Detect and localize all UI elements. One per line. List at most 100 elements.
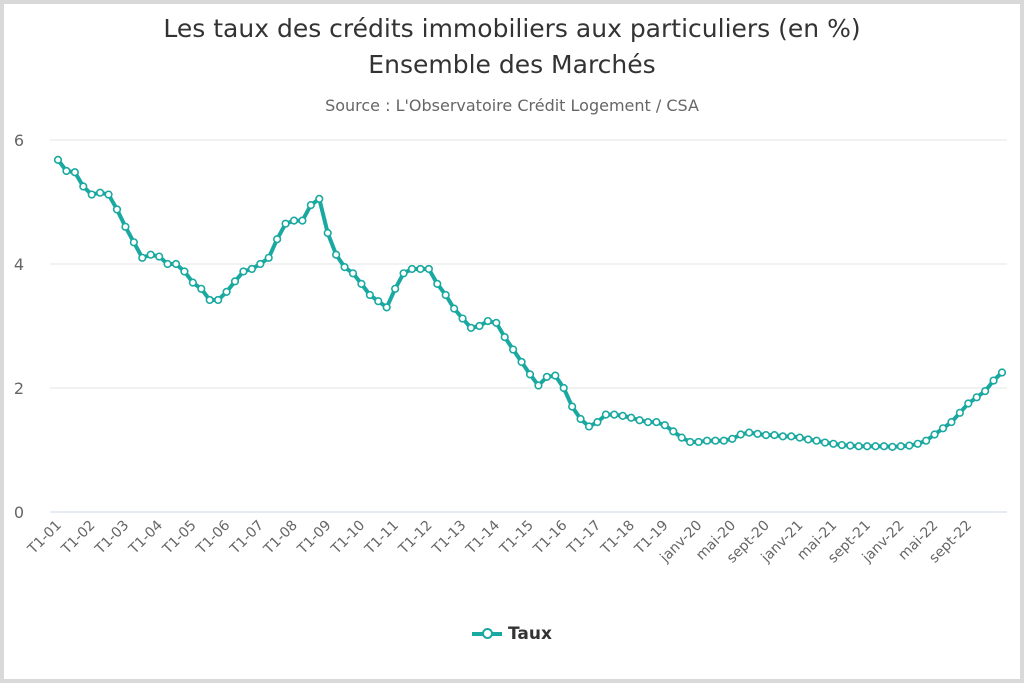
data-point [500, 333, 509, 342]
data-point [854, 442, 863, 451]
y-tick-label: 0 [14, 503, 24, 522]
chart-source: Source : L'Observatoire Crédit Logement … [325, 96, 699, 115]
data-point [795, 433, 804, 442]
data-point [281, 219, 290, 228]
x-tick-label: T1-17 [564, 518, 605, 559]
data-point [121, 222, 130, 231]
data-point [466, 323, 476, 332]
data-point [551, 371, 560, 380]
data-point [719, 436, 728, 445]
chart-title: Les taux des crédits immobiliers aux par… [163, 14, 861, 43]
x-tick-label: T1-06 [193, 517, 234, 558]
x-tick-label: T1-14 [463, 517, 504, 558]
legend-item-taux[interactable]: Taux [0, 624, 1024, 644]
data-point [306, 201, 315, 210]
data-point [180, 267, 189, 276]
data-point [205, 295, 214, 305]
data-point [820, 438, 830, 447]
data-point [812, 436, 821, 445]
data-point [214, 295, 223, 305]
data-point [525, 370, 535, 379]
data-point [340, 263, 349, 272]
data-point [517, 357, 526, 367]
data-point [660, 421, 669, 430]
legend-label: Taux [508, 624, 552, 644]
data-point [87, 190, 96, 199]
chart-subtitle: Ensemble des Marchés [368, 50, 656, 79]
data-point [416, 264, 425, 274]
data-point [618, 411, 627, 421]
data-point [694, 437, 703, 447]
data-point [778, 432, 787, 441]
data-point [348, 269, 358, 278]
data-point [829, 439, 838, 448]
data-point [677, 433, 686, 442]
data-point [273, 235, 282, 244]
x-tick-label: T1-15 [496, 518, 537, 559]
data-point [736, 430, 745, 439]
data-point [728, 434, 737, 443]
data-point [289, 216, 299, 225]
x-tick-label: T1-01 [24, 518, 65, 559]
x-tick-label: T1-12 [395, 518, 436, 559]
data-point [989, 376, 998, 385]
data-point [871, 442, 880, 451]
data-point [146, 250, 155, 259]
legend-line-marker-icon [472, 628, 503, 639]
data-point [863, 442, 872, 451]
data-point [997, 368, 1007, 377]
x-tick-label: T1-04 [125, 517, 166, 558]
data-point [702, 436, 712, 445]
data-point [601, 410, 610, 419]
data-point [804, 435, 813, 444]
data-point [239, 267, 248, 276]
x-tick-label: T1-18 [597, 518, 638, 559]
data-point [534, 381, 543, 390]
data-point [315, 194, 324, 203]
data-point [686, 437, 695, 447]
data-point [256, 259, 265, 269]
data-point [188, 278, 197, 287]
data-point [669, 427, 678, 436]
data-point [981, 387, 990, 396]
data-point [568, 402, 577, 411]
data-point [837, 440, 846, 450]
data-point [53, 155, 63, 164]
data-point [584, 422, 594, 431]
data-point [593, 418, 602, 427]
x-tick-label: T1-05 [159, 518, 200, 559]
data-point [104, 190, 113, 199]
data-point [559, 383, 568, 393]
x-tick-label: T1-10 [328, 518, 369, 559]
data-point [247, 264, 256, 274]
data-point [635, 416, 644, 425]
data-point [407, 264, 417, 274]
x-tick-label: T1-07 [227, 518, 268, 559]
data-point [955, 408, 964, 417]
data-point [222, 287, 231, 297]
x-tick-label: T1-08 [260, 518, 301, 559]
data-point [643, 418, 653, 427]
data-point [542, 372, 551, 381]
data-point [576, 414, 585, 424]
data-point [787, 432, 796, 441]
data-point [896, 442, 905, 451]
data-point [155, 252, 164, 261]
y-tick-label: 2 [14, 379, 24, 398]
y-tick-label: 6 [14, 131, 24, 150]
data-point [610, 410, 619, 419]
x-tick-label: T1-09 [294, 518, 335, 559]
data-point [332, 250, 341, 259]
data-point [230, 277, 240, 286]
data-point [129, 238, 138, 247]
data-point [492, 318, 501, 328]
data-point [753, 429, 762, 438]
data-point [171, 259, 181, 269]
data-point [930, 430, 939, 439]
data-point [391, 284, 400, 293]
data-point [163, 259, 172, 269]
data-point [450, 304, 459, 313]
data-point [374, 297, 383, 306]
data-point [323, 228, 332, 238]
